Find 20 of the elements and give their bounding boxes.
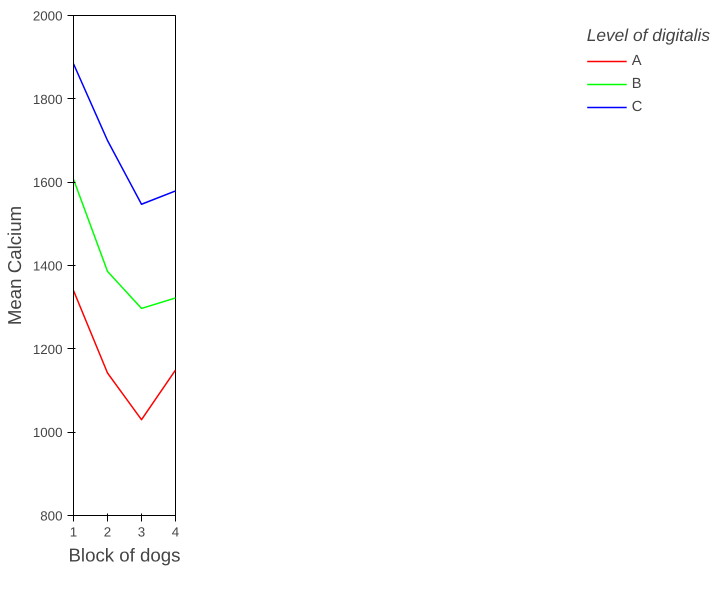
x-axis-title: Block of dogs (68, 544, 181, 566)
y-tick-label: 1400 (32, 258, 63, 274)
legend-label: B (632, 76, 642, 92)
x-tick-label: 2 (104, 524, 112, 540)
line-series (74, 178, 176, 310)
legend-title: Level of digitalis (586, 25, 710, 46)
y-tick-label: 1800 (32, 92, 63, 107)
y-tick-label: 1200 (32, 342, 63, 357)
y-tick-label: 1000 (32, 425, 63, 440)
y-axis-title: Mean Calcium (4, 206, 25, 326)
x-tick-label: 1 (70, 524, 78, 540)
legend-label: A (632, 53, 642, 69)
line-series (74, 290, 176, 420)
x-tick-label: 3 (138, 524, 146, 540)
legend-label: C (632, 99, 644, 115)
y-tick-label: 1600 (32, 175, 63, 190)
line-series (74, 63, 176, 205)
x-tick-label: 4 (172, 524, 180, 540)
y-tick-label: 2000 (32, 8, 63, 24)
y-tick-label: 800 (40, 508, 63, 524)
